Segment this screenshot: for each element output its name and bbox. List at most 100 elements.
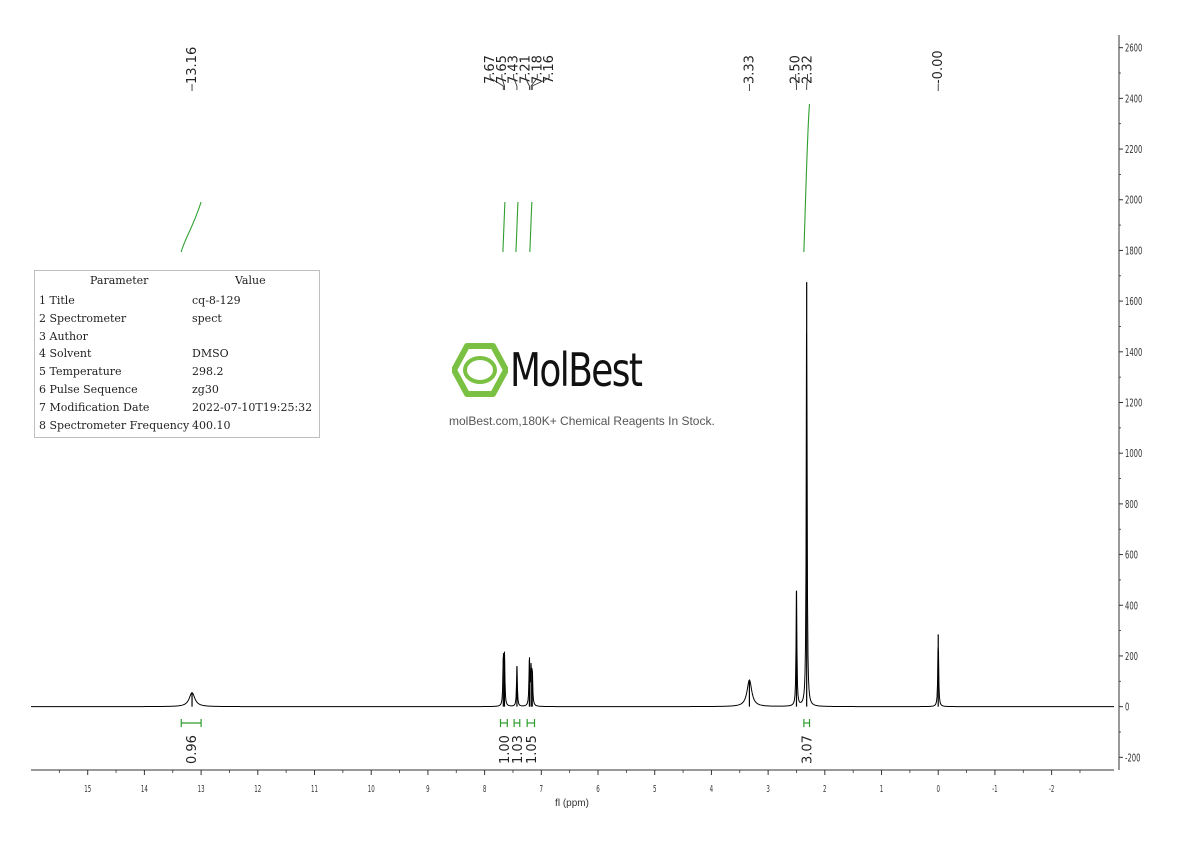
peak-label: 2.50 bbox=[789, 55, 804, 84]
peak-label-leader bbox=[531, 74, 550, 90]
x-tick-label: 1 bbox=[880, 783, 884, 794]
y-tick-label: 600 bbox=[1125, 550, 1138, 562]
y-tick-label: 1800 bbox=[1125, 246, 1142, 258]
x-tick-label: 8 bbox=[483, 783, 487, 794]
param-value: DMSO bbox=[192, 347, 229, 361]
peak-labels: 13.16 7.677.657.437.217.187.16 3.33 2.502.3… bbox=[185, 47, 946, 91]
table-row: 5 Temperature 298.2 bbox=[35, 362, 319, 380]
y-tick-label: 400 bbox=[1125, 601, 1138, 613]
param-value: zg30 bbox=[192, 382, 219, 396]
integral-value: 0.96 bbox=[185, 735, 200, 764]
integral-value: 1.00 bbox=[498, 735, 513, 764]
peak-label-leader bbox=[530, 74, 538, 90]
benzene-hexagon-icon bbox=[452, 343, 508, 397]
y-tick-label: 0 bbox=[1125, 702, 1129, 714]
x-tick-label: 9 bbox=[426, 783, 430, 794]
x-tick-label: 10 bbox=[368, 783, 375, 794]
x-axis-label: fl (ppm) bbox=[555, 798, 589, 809]
param-value: 2022-07-10T19:25:32 bbox=[192, 400, 313, 414]
parameter-table: Parameter Value 1 Title cq-8-129 2 Spectr… bbox=[34, 270, 320, 438]
param-value: 400.10 bbox=[192, 418, 231, 432]
x-tick-label: 4 bbox=[710, 783, 714, 794]
x-tick-label: 3 bbox=[766, 783, 770, 794]
y-tick-label: 1000 bbox=[1125, 449, 1142, 461]
integral-value: 3.07 bbox=[801, 735, 816, 764]
y-tick-label: 800 bbox=[1125, 499, 1138, 511]
y-tick-label: 200 bbox=[1125, 652, 1138, 664]
peak-label: 7.16 bbox=[542, 55, 557, 84]
y-tick-label: 1600 bbox=[1125, 297, 1142, 309]
param-name: 5 Temperature bbox=[39, 365, 122, 379]
peak-label: 7.65 bbox=[495, 55, 510, 84]
param-name: 4 Solvent bbox=[39, 347, 92, 361]
table-row: 8 Spectrometer Frequency 400.10 bbox=[35, 416, 319, 434]
table-row: 4 Solvent DMSO bbox=[35, 344, 319, 362]
integral-value: 1.05 bbox=[525, 735, 540, 764]
x-tick-label: 14 bbox=[141, 783, 148, 794]
y-tick-label: 2200 bbox=[1125, 145, 1142, 157]
header-parameter: Parameter bbox=[90, 274, 149, 287]
spectrum-trace bbox=[31, 332, 1114, 708]
parameter-table-header: Parameter Value bbox=[35, 271, 319, 291]
chart-axes: 15 14 13 12 11 10 9 8 7 6 5 4 3 2 1 0 -1 -226002400220020… bbox=[31, 35, 1142, 794]
logo-wordmark: MolBest bbox=[510, 343, 643, 397]
x-tick-label: 7 bbox=[540, 783, 544, 794]
watermark-tagline: molBest.com,180K+ Chemical Reagents In S… bbox=[449, 414, 715, 428]
param-value: cq-8-129 bbox=[192, 294, 241, 307]
peak-label: 2.32 bbox=[800, 55, 815, 84]
param-name: 3 Author bbox=[39, 329, 88, 343]
x-tick-label: 6 bbox=[596, 783, 600, 794]
integral-curve bbox=[502, 201, 506, 253]
peak-label-leader bbox=[513, 74, 518, 90]
param-name: 7 Modification Date bbox=[39, 400, 150, 414]
param-name: 6 Pulse Sequence bbox=[39, 382, 138, 396]
molbest-logo: MolBest bbox=[452, 343, 672, 401]
integral-curve bbox=[529, 201, 533, 253]
y-tick-label: 1400 bbox=[1125, 347, 1142, 359]
peak-label: 7.21 bbox=[518, 55, 533, 84]
table-row: 2 Spectrometer spect bbox=[35, 309, 319, 327]
spectrum-trace-group bbox=[31, 282, 1114, 708]
x-tick-label: 13 bbox=[198, 783, 205, 794]
y-tick-label: 1200 bbox=[1125, 398, 1142, 410]
table-row: 3 Author bbox=[35, 327, 319, 345]
x-tick-label: 12 bbox=[254, 783, 261, 794]
peak-label-leader bbox=[525, 74, 530, 90]
y-tick-label: 2600 bbox=[1125, 43, 1142, 55]
x-tick-label: 15 bbox=[84, 783, 91, 794]
peak-label: 13.16 bbox=[185, 47, 200, 84]
x-tick-label: 5 bbox=[653, 783, 657, 794]
table-row: 1 Title cq-8-129 bbox=[35, 291, 319, 309]
table-row: 7 Modification Date 2022-07-10T19:25:32 bbox=[35, 398, 319, 416]
param-name: 1 Title bbox=[39, 294, 75, 307]
peak-label: 7.43 bbox=[507, 55, 522, 84]
param-value: 298.2 bbox=[192, 365, 224, 379]
peak-label-leader bbox=[795, 74, 797, 90]
peak-label-leader bbox=[489, 74, 504, 90]
integral-curve bbox=[803, 103, 811, 253]
integral-value: 1.03 bbox=[511, 735, 526, 764]
peak-label: 7.18 bbox=[530, 55, 545, 84]
integral-curves bbox=[180, 103, 811, 253]
x-tick-label: 2 bbox=[823, 783, 827, 794]
y-tick-label: -200 bbox=[1125, 753, 1141, 765]
integral-curve bbox=[180, 201, 202, 253]
y-tick-label: 2400 bbox=[1125, 94, 1142, 106]
x-tick-label: -1 bbox=[992, 783, 997, 794]
peak-label-leader bbox=[501, 74, 505, 90]
param-name: 2 Spectrometer bbox=[39, 311, 127, 325]
table-row: 6 Pulse Sequence zg30 bbox=[35, 380, 319, 398]
x-tick-label: -2 bbox=[1049, 783, 1054, 794]
peak-label-leader bbox=[806, 74, 808, 90]
x-tick-label: 11 bbox=[311, 783, 318, 794]
integral-marks: 0.96 1.001.031.05 3.07 bbox=[180, 719, 816, 764]
y-tick-label: 2000 bbox=[1125, 195, 1142, 207]
param-value: spect bbox=[192, 311, 222, 325]
param-name: 8 Spectrometer Frequency bbox=[39, 418, 190, 432]
peak-label: -0.00 bbox=[931, 50, 946, 84]
peak-label: 7.67 bbox=[483, 55, 498, 84]
header-value: Value bbox=[235, 274, 266, 287]
peak-label: 3.33 bbox=[742, 55, 757, 84]
integral-curve bbox=[515, 201, 519, 253]
